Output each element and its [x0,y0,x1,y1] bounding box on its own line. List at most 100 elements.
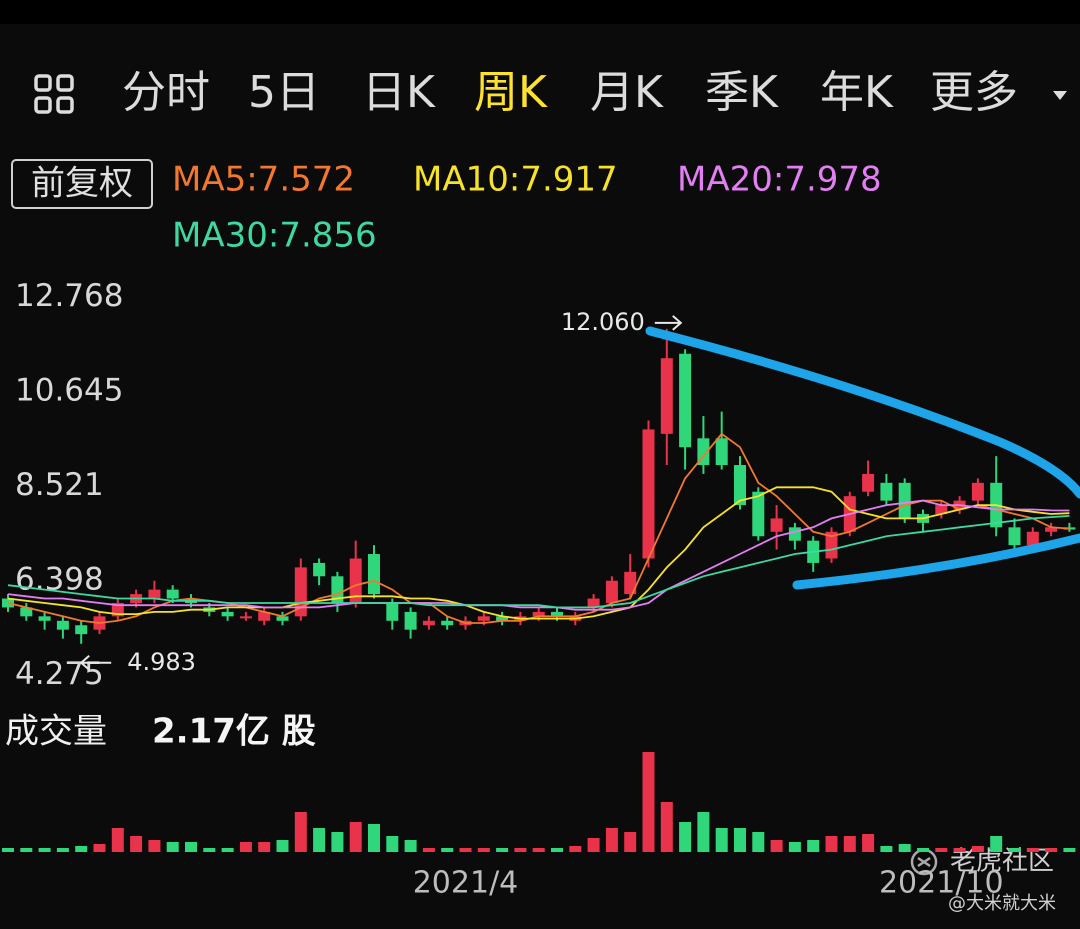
tab[interactable]: 月K [590,67,664,118]
volume-bar [917,848,929,852]
candle-body [349,558,362,603]
low-arrow [79,655,112,671]
volume-bar [276,840,289,852]
tab[interactable]: 更多 [930,67,1018,118]
volume-bar [825,836,838,852]
candle-body [734,465,746,506]
candle-body [825,531,838,559]
volume-bar [75,846,88,852]
candle-body [532,611,545,617]
volume-bar [2,848,14,852]
candle-body [715,438,728,466]
tab[interactable]: 周K [474,67,548,118]
candle-body [75,625,88,635]
adjust-button-border[interactable] [11,159,153,209]
candle-body [752,491,765,537]
volume-bar [514,848,527,852]
candle-body [1008,527,1021,546]
volume-bar [624,832,637,852]
candle-body [422,620,435,626]
candle-body [551,611,563,617]
tab[interactable]: 日K [362,67,436,118]
volume-bar [807,840,820,852]
volume-bar [898,844,911,852]
layout-icon[interactable] [34,74,74,114]
volume-bar [20,848,33,852]
candle-body [1045,527,1058,532]
volume-bar [770,840,783,852]
volume-bar [386,836,399,852]
candle-body [2,598,14,608]
legend-entry: MA10:7.917 [413,160,618,200]
volume-bar [642,752,655,852]
volume-bar [990,836,1003,852]
volume-bar [203,848,216,852]
tab[interactable]: 5日 [248,67,320,118]
volume-bar [93,844,106,852]
volume-bar [551,848,563,852]
legend-entry: MA30:7.856 [172,216,377,256]
candle-body [605,580,618,603]
candle-body [679,353,692,448]
volume-bar [111,828,124,852]
volume-bar [404,840,417,852]
volume-bar [496,848,509,852]
volume-bar [679,822,692,852]
volume-bar [569,846,582,852]
volume-bar [715,828,728,852]
candle-body [166,589,179,599]
tab[interactable]: 分时 [122,67,210,118]
tab[interactable]: 年K [820,67,894,118]
candle-body [258,611,271,621]
candle-body [368,554,380,595]
volume-bar [752,832,765,852]
volume-bar [1063,848,1076,852]
candle-body [239,616,252,619]
y-tick-label: 8.521 [15,467,104,503]
candle-body [880,482,893,501]
ma-line [7,432,1070,624]
volume-bar [935,848,948,852]
candle-body [56,620,69,630]
x-tick-label: 2021/4 [413,866,519,901]
volume-bar [605,828,618,852]
volume-bar [368,824,380,852]
high-arrow [654,315,683,331]
volume-bar [185,842,197,852]
volume-bar [459,848,472,852]
candle-body [935,505,948,514]
candle-body [20,607,33,617]
volume-bar [294,812,307,852]
volume-bar [843,836,856,852]
candle-body [331,576,344,603]
candle-body [1026,531,1039,546]
candle-body [770,518,783,532]
legend-entry: MA20:7.978 [677,160,882,200]
volume-bar [166,842,179,852]
volume-bar [130,836,143,852]
volume-bar [38,848,51,852]
high-label: 12.060 [561,308,645,336]
adjust-button[interactable]: 前复权 [31,164,133,204]
candle-body [587,598,600,608]
volume-bar [788,842,801,852]
volume-bar [697,812,710,852]
watermark-author: @大米就大米 [948,893,1056,914]
ma-line [7,515,1070,609]
more-arrow[interactable] [1053,91,1067,100]
candle-body [313,562,326,577]
tab[interactable]: 季K [705,67,779,118]
volume-bar [221,848,234,852]
volume-bar [1026,848,1039,852]
volume-bar [331,832,344,852]
y-tick-label: 4.275 [15,656,104,692]
candle-body [660,358,673,434]
volume-bar [477,848,490,852]
x-tick-label: 2021/10 [879,866,1004,901]
volume-bar [660,802,673,852]
volume-bar [148,840,161,852]
y-tick-label: 10.645 [15,372,123,408]
volume-bar [532,848,545,852]
